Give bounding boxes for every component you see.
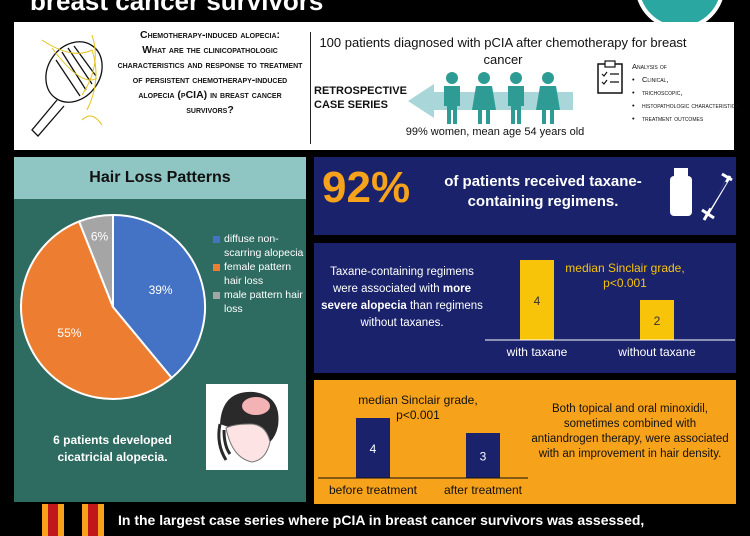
treatment-bar-chart: 4 before treatment 3 after treatment median … — [318, 393, 528, 497]
legend-label: diffuse non-scarring alopecia — [224, 233, 304, 259]
legend-swatch — [213, 292, 220, 299]
header-title: breast cancer survivors — [30, 0, 324, 16]
cicatricial-note: 6 patients developed cicatricial alopeci… — [53, 433, 172, 464]
study-title: 100 patients diagnosed with pCIA after c… — [319, 35, 687, 67]
legend-label: male pattern hair loss — [224, 289, 303, 315]
question-block: Chemotherapy-induced alopecia: What are … — [115, 28, 305, 118]
analysis-item: histopathologic characteristics — [632, 99, 742, 112]
analysis-list: Analysis of Clinical, trichoscopic, hist… — [632, 60, 742, 125]
hairbrush-icon — [31, 34, 103, 137]
pie-label: 39% — [149, 283, 173, 297]
analysis-item: treatment outcomes — [632, 112, 742, 125]
hair-loss-title: Hair Loss Patterns — [14, 157, 306, 199]
chart-annotation: median Sinclair grade, — [358, 393, 477, 407]
bar-category: without taxane — [617, 345, 696, 359]
legend-item: diffuse non-scarring alopecia — [213, 232, 305, 260]
chart-annotation: median Sinclair grade, — [565, 261, 684, 275]
bar — [520, 260, 554, 340]
minoxidil-text: Both topical and oral minoxidil, sometim… — [531, 403, 729, 460]
legend-item: female pattern hair loss — [213, 260, 305, 288]
legend-label: female pattern hair loss — [224, 261, 292, 287]
legend-item: male pattern hair loss — [213, 288, 305, 316]
taxane-percent-panel — [314, 157, 736, 235]
legend-swatch — [213, 236, 220, 243]
analysis-item: trichoscopic, — [632, 86, 742, 99]
divider — [310, 32, 311, 144]
taxane-percent: 92% — [322, 163, 411, 212]
chart-annotation: p<0.001 — [603, 276, 647, 290]
bottom-text: In the largest case series where pCIA in… — [118, 512, 645, 528]
bar-value: 4 — [534, 294, 541, 308]
bar — [356, 418, 390, 478]
summary-panel — [14, 22, 734, 150]
pie-label: 55% — [57, 326, 81, 340]
comparison-pre: Taxane-containing regimens were associat… — [330, 266, 474, 295]
bar-category: before treatment — [329, 483, 418, 497]
bar-category: with taxane — [506, 345, 568, 359]
taxane-percent-text: of patients received taxane-containing r… — [444, 173, 642, 210]
header-bar: breast cancer survivors — [0, 0, 750, 16]
pie-legend: diffuse non-scarring alopecia female patt… — [213, 232, 305, 316]
bar-value: 3 — [480, 450, 487, 464]
patients-icon — [444, 72, 560, 124]
comparison-post: than regimens without taxanes. — [360, 300, 483, 329]
bar-value: 2 — [654, 314, 661, 328]
pie-slice — [77, 213, 114, 308]
bar-category: after treatment — [444, 483, 523, 497]
bar — [466, 433, 500, 478]
demographics: 99% women, mean age 54 years old — [405, 126, 585, 138]
pie-slice — [112, 213, 206, 380]
woman-illustration — [206, 384, 288, 470]
chart-annotation: p<0.001 — [396, 408, 440, 422]
pie-chart: 39% 55% 6% — [20, 213, 206, 400]
pie-slice — [20, 220, 174, 400]
ribbon-stripes-icon — [42, 504, 104, 536]
study-design: RETROSPECTIVE CASE SERIES — [314, 85, 407, 111]
clipboard-icon — [597, 60, 623, 94]
pie-label: 6% — [91, 230, 109, 244]
bar-value: 4 — [370, 442, 377, 456]
question-body: What are the clinicopathologic character… — [117, 44, 303, 116]
taxane-bar-chart: 4 with taxane 2 without taxane median Sincla… — [485, 260, 735, 359]
question-title: Chemotherapy-induced alopecia: — [140, 29, 280, 41]
woman-head-icon — [217, 391, 279, 463]
analysis-item: Clinical, — [632, 73, 742, 86]
taxane-comparison-text: Taxane-containing regimens were associat… — [318, 264, 486, 332]
bottom-banner — [0, 506, 750, 536]
comparison-bold: more severe alopecia — [321, 283, 472, 312]
bar — [640, 300, 674, 340]
vial-syringe-icon — [670, 168, 733, 221]
legend-swatch — [213, 264, 220, 271]
analysis-title: Analysis of — [632, 62, 667, 71]
